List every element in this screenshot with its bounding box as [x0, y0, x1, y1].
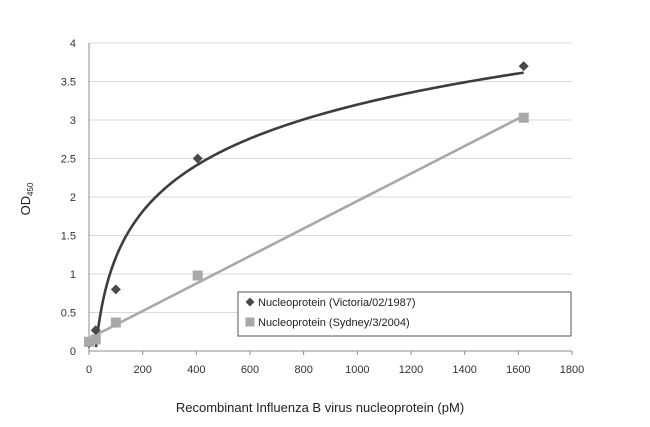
- legend-marker-sydney: [245, 317, 255, 327]
- data-point-s0-3: [192, 153, 203, 164]
- y-tick-label-7: 3.5: [61, 77, 76, 89]
- data-point-s0-2: [110, 284, 121, 295]
- trendline-0: [94, 71, 524, 348]
- y-axis-title-subscript: 450: [26, 182, 35, 196]
- y-tick-label-2: 1: [70, 269, 76, 281]
- data-point-s1-4: [518, 112, 529, 123]
- y-tick-label-4: 2: [70, 192, 76, 204]
- axes: [88, 43, 573, 355]
- x-tick-label-9: 1800: [560, 364, 584, 376]
- y-axis-title: OD450: [18, 182, 35, 215]
- data-points: [84, 61, 529, 349]
- y-tick-label-3: 1.5: [61, 231, 76, 243]
- y-tick-label-8: 4: [70, 38, 76, 50]
- x-tick-label-3: 600: [241, 364, 259, 376]
- legend-box: [237, 291, 572, 337]
- legend-label-victoria: Nucleoprotein (Victoria/02/1987): [258, 297, 416, 309]
- y-tick-label-5: 2.5: [61, 154, 76, 166]
- x-tick-label-5: 1000: [345, 364, 369, 376]
- data-point-s1-3: [192, 270, 203, 281]
- legend-marker-victoria: [245, 297, 255, 307]
- x-tick-label-8: 1600: [506, 364, 530, 376]
- legend: Nucleoprotein (Victoria/02/1987) Nucleop…: [237, 291, 572, 337]
- y-tick-label-6: 3: [70, 115, 76, 127]
- data-point-s0-1: [90, 325, 101, 336]
- legend-label-sydney: Nucleoprotein (Sydney/3/2004): [258, 317, 410, 329]
- x-axis-title: Recombinant Influenza B virus nucleoprot…: [176, 400, 464, 415]
- x-tick-label-7: 1400: [452, 364, 476, 376]
- data-point-s1-1: [90, 334, 101, 345]
- y-tick-label-1: 0.5: [61, 308, 76, 320]
- data-point-s1-2: [110, 317, 121, 328]
- y-tick-label-0: 0: [70, 346, 76, 358]
- x-tick-label-2: 400: [187, 364, 205, 376]
- y-axis-title-main: OD: [18, 196, 33, 216]
- data-point-s0-4: [518, 61, 529, 72]
- trendlines: [88, 71, 525, 348]
- trendline-1: [88, 114, 525, 340]
- x-tick-label-6: 1200: [399, 364, 423, 376]
- grid: [89, 42, 572, 313]
- tick-labels: 0 0.5 1 1.5 2 2.5 3 3.5 4 0 200 400 600 800 1000 1200 14…: [61, 38, 585, 376]
- x-tick-label-1: 200: [133, 364, 151, 376]
- data-point-s1-0: [84, 336, 94, 347]
- x-tick-label-4: 800: [294, 364, 312, 376]
- x-tick-label-0: 0: [86, 364, 92, 376]
